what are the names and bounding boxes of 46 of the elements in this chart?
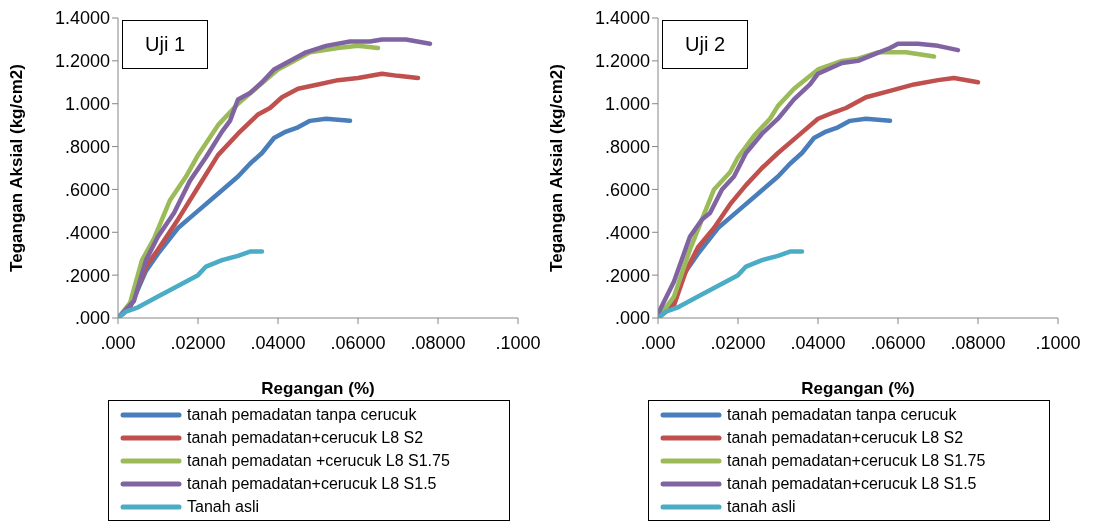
x-tick-label: .02000: [170, 332, 226, 353]
legend-label: tanah pemadatan+cerucuk L8 S2: [727, 428, 964, 448]
y-tick-label: .000: [614, 308, 650, 329]
y-tick-label: 1.000: [604, 94, 650, 115]
y-tick-label: .8000: [604, 136, 650, 157]
y-tick-label: .2000: [64, 265, 110, 286]
legend-label: Tanah asli: [187, 497, 260, 517]
y-tick-label: 1.2000: [594, 51, 650, 72]
legend-label: tanah pemadatan+cerucuk L8 S2: [187, 428, 424, 448]
x-tick-label: .08000: [950, 332, 1006, 353]
x-tick-label: .04000: [790, 332, 846, 353]
x-tick-label: .08000: [410, 332, 466, 353]
x-tick-label: .1000: [1035, 332, 1081, 353]
x-tick-label: .06000: [870, 332, 926, 353]
y-tick-label: .000: [74, 308, 110, 329]
annotation: Uji 1: [122, 20, 209, 69]
y-tick-label: .6000: [604, 179, 650, 200]
legend-label: tanah pemadatan tanpa cerucuk: [187, 405, 417, 425]
x-tick-label: .06000: [330, 332, 386, 353]
legend-label: tanah pemadatan tanpa cerucuk: [727, 405, 957, 425]
y-tick-label: .8000: [64, 136, 110, 157]
legend-label: tanah pemadatan+cerucuk L8 S1.75: [727, 451, 986, 471]
legend-label: tanah asli: [727, 497, 796, 517]
y-tick-label: .4000: [64, 222, 110, 243]
x-tick-label: .04000: [250, 332, 306, 353]
x-tick-label: .1000: [495, 332, 541, 353]
x-tick-label: .000: [640, 332, 676, 353]
annotation: Uji 2: [662, 20, 749, 69]
legend-label: tanah pemadatan+cerucuk L8 S1.5: [187, 474, 437, 494]
x-tick-label: .000: [100, 332, 136, 353]
x-tick-label: .02000: [710, 332, 766, 353]
y-tick-label: 1.4000: [54, 8, 110, 29]
legend-label: tanah pemadatan+cerucuk L8 S1.5: [727, 474, 977, 494]
y-tick-label: 1.000: [64, 94, 110, 115]
x-axis-title: Regangan (%): [261, 379, 375, 398]
line-series: [658, 249, 805, 318]
y-tick-label: .6000: [64, 179, 110, 200]
y-tick-label: 1.4000: [594, 8, 650, 29]
y-tick-label: .4000: [604, 222, 650, 243]
x-axis-title: Regangan (%): [801, 379, 915, 398]
y-tick-label: 1.2000: [54, 51, 110, 72]
line-series: [118, 249, 265, 318]
y-axis-title: Tegangan Aksial (kg/cm2): [7, 64, 27, 272]
legend-label: tanah pemadatan +cerucuk L8 S1.75: [187, 451, 450, 471]
y-axis-title: Tegangan Aksial (kg/cm2): [547, 64, 567, 272]
y-tick-label: .2000: [604, 265, 650, 286]
